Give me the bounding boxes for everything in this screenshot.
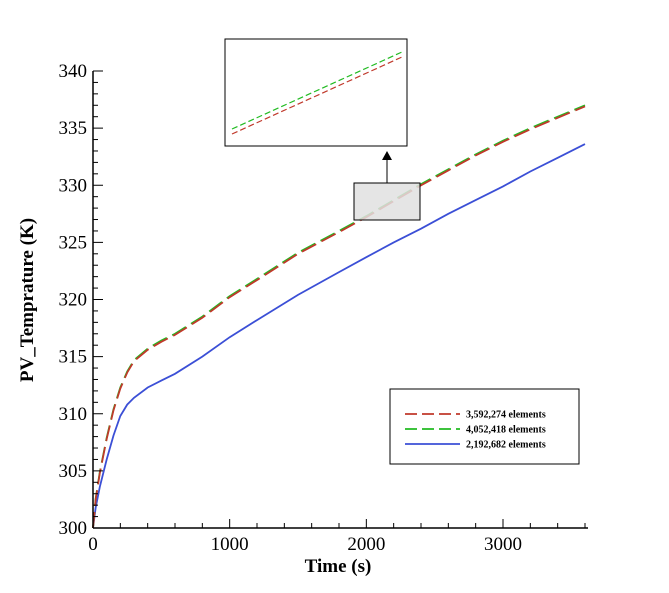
inset-series-line: [231, 51, 403, 130]
zoom-arrow-head-icon: [382, 151, 392, 160]
series-line: [92, 143, 586, 529]
plot-lines: [92, 104, 586, 529]
y-tick-label: 300: [59, 518, 88, 539]
zoom-inset: [224, 38, 408, 147]
zoom-region-box: [353, 182, 421, 221]
series-line: [92, 105, 586, 529]
y-ticks: 300 305 310 315 320 325 330 335 340: [59, 61, 103, 539]
y-tick-label: 320: [59, 290, 88, 311]
inset-frame: [224, 38, 408, 147]
x-tick-label: 2000: [347, 534, 385, 555]
legend-items: 3,592,274 elements 4,052,418 elements 2,19…: [405, 410, 546, 451]
y-axis-title: PV_Temprature (K): [17, 218, 38, 382]
legend-frame: [389, 388, 580, 465]
y-tick-label: 305: [59, 461, 88, 482]
y-tick-label: 310: [59, 404, 88, 425]
legend-label: 3,592,274 elements: [466, 410, 546, 421]
x-tick-label: 3000: [484, 534, 522, 555]
x-tick-label: 1000: [211, 534, 249, 555]
y-tick-label: 325: [59, 232, 88, 253]
y-tick-label: 340: [59, 61, 88, 82]
inset-series-line: [231, 56, 403, 135]
y-tick-label: 330: [59, 175, 88, 196]
y-tick-label: 315: [59, 347, 88, 368]
x-ticks: 0 1000 2000 3000: [88, 519, 586, 555]
x-axis-title: Time (s): [305, 556, 372, 577]
legend-label: 4,052,418 elements: [466, 425, 546, 436]
inset-lines: [231, 51, 403, 135]
x-tick-label: 0: [88, 534, 98, 555]
legend: 3,592,274 elements 4,052,418 elements 2,19…: [389, 388, 580, 465]
y-tick-label: 335: [59, 118, 88, 139]
legend-label: 2,192,682 elements: [466, 440, 546, 451]
